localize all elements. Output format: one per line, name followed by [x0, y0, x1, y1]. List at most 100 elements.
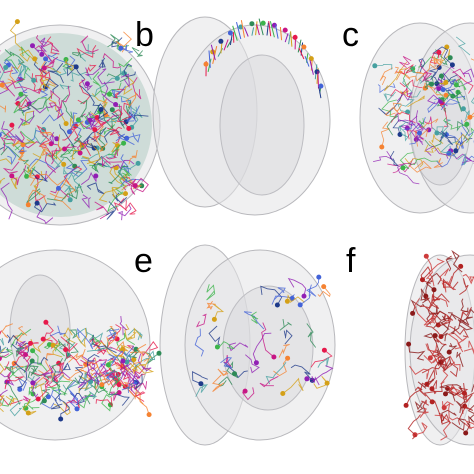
- soma: [431, 287, 437, 293]
- neurite: [206, 300, 216, 310]
- neurite: [192, 371, 208, 385]
- neurite: [390, 87, 413, 98]
- neurite: [118, 57, 133, 68]
- soma: [297, 302, 303, 308]
- neurite: [3, 144, 17, 166]
- neurite: [208, 50, 211, 68]
- neurite: [269, 21, 275, 38]
- neurite: [58, 164, 75, 189]
- neurite: [49, 325, 67, 337]
- soma: [324, 380, 330, 386]
- soma: [113, 102, 119, 107]
- neurite: [101, 81, 116, 105]
- neurite: [103, 377, 135, 397]
- neurite: [109, 167, 128, 191]
- neurite: [417, 382, 430, 397]
- neurite: [62, 59, 72, 72]
- neurite: [38, 173, 72, 186]
- neurite: [425, 343, 438, 359]
- neurite: [14, 361, 28, 388]
- neurite: [282, 377, 304, 394]
- neurite: [229, 34, 233, 46]
- neurite: [439, 55, 451, 66]
- neurite: [111, 141, 120, 159]
- neurite: [462, 308, 474, 322]
- neurite: [113, 198, 128, 212]
- neurite: [268, 21, 272, 37]
- neurite: [112, 109, 130, 129]
- soma: [429, 386, 435, 392]
- neurite: [288, 31, 291, 45]
- neurite: [210, 44, 216, 61]
- neurite: [0, 395, 5, 413]
- neurite: [1, 395, 14, 407]
- neurite: [399, 122, 409, 138]
- soma: [232, 371, 237, 377]
- neurite: [463, 340, 474, 355]
- soma: [439, 73, 444, 79]
- soma: [432, 333, 438, 339]
- neurite: [22, 397, 38, 410]
- neurite: [414, 298, 436, 323]
- neurite: [106, 371, 120, 377]
- neurite: [6, 76, 26, 97]
- neurite: [46, 370, 59, 383]
- soma: [464, 121, 470, 127]
- panel-e: [159, 244, 336, 446]
- neurite: [0, 80, 10, 95]
- neurite: [446, 386, 461, 397]
- soma: [410, 310, 416, 316]
- soma: [316, 274, 322, 280]
- soma: [203, 61, 209, 67]
- neurite: [427, 97, 440, 113]
- neurite: [46, 36, 60, 55]
- neurite: [19, 49, 38, 65]
- soma: [39, 51, 45, 57]
- soma: [41, 65, 47, 71]
- neurite: [137, 353, 152, 372]
- soma: [107, 91, 112, 97]
- soma: [242, 388, 248, 394]
- neurite: [120, 73, 130, 89]
- neurite: [38, 142, 58, 158]
- panel-c: [359, 22, 474, 214]
- neurite: [373, 150, 394, 162]
- neurite: [423, 82, 447, 96]
- soma: [420, 277, 425, 283]
- neurite: [436, 126, 448, 139]
- soma: [34, 200, 40, 206]
- neurite: [433, 78, 444, 91]
- neurite: [436, 343, 446, 359]
- soma: [253, 360, 259, 366]
- neurite: [15, 88, 37, 104]
- soma: [318, 83, 324, 89]
- neurite: [463, 112, 474, 123]
- neurite: [73, 170, 84, 181]
- neurite: [251, 27, 255, 36]
- neurite: [50, 392, 63, 410]
- neurite: [15, 347, 25, 357]
- soma: [406, 341, 412, 347]
- neurite: [115, 31, 132, 53]
- neurite: [38, 83, 56, 91]
- soma: [441, 405, 447, 411]
- neurite: [17, 151, 26, 162]
- neurite: [377, 83, 396, 94]
- neurite: [0, 399, 3, 407]
- neurite: [306, 277, 320, 297]
- neurite: [115, 340, 126, 357]
- neurite: [0, 348, 14, 359]
- neurite: [457, 319, 474, 331]
- soma: [28, 340, 33, 346]
- neurite: [52, 67, 72, 76]
- neurite: [259, 375, 279, 388]
- neurite: [133, 343, 147, 364]
- neurite: [81, 194, 91, 209]
- soma: [41, 398, 47, 404]
- neurite: [88, 362, 107, 378]
- neurite: [392, 119, 410, 135]
- neurite: [449, 325, 469, 338]
- neurite: [405, 386, 423, 406]
- neurite: [78, 126, 107, 147]
- soma: [462, 403, 468, 409]
